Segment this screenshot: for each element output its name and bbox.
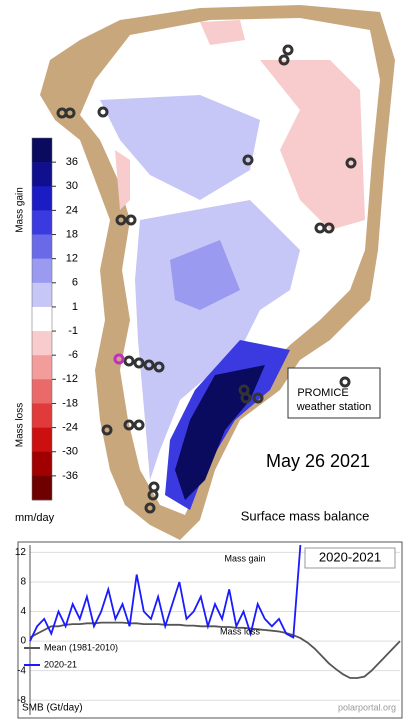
station [115,214,127,226]
colorbar-band [32,306,52,332]
station [123,355,135,367]
colorbar-band [32,162,52,187]
colorbar-band [32,475,52,501]
greenland-map [40,5,395,540]
colorbar-unit: mm/day [15,512,55,524]
y-tick-label: 4 [20,606,26,617]
colorbar-tick-label: -30 [62,446,78,458]
station [147,489,159,501]
colorbar-band [32,282,52,308]
colorbar-gain-label: Mass gain [15,187,26,233]
station [153,361,165,373]
colorbar-tick-label: -24 [62,422,78,434]
colorbar-tick-label: -12 [62,373,78,385]
colorbar-tick-label: 18 [66,228,78,240]
credit: polarportal.org [338,702,396,712]
stations [56,44,357,514]
station [282,44,294,56]
loss-area [115,150,130,210]
station [133,357,145,369]
station [242,154,254,166]
colorbar-tick-label: -6 [68,349,78,361]
legend-box [287,367,381,419]
station [278,54,290,66]
colorbar-band [32,331,52,356]
y-tick-label: 0 [20,636,26,647]
gain-area [100,95,260,200]
colorbar-tick-label: 12 [66,253,78,265]
station [123,419,135,431]
y-axis-label: SMB (Gt/day) [22,703,83,714]
series-line [29,621,401,679]
station [101,424,113,436]
station [133,419,145,431]
colorbar-tick-label: -18 [62,397,78,409]
colorbar-loss-label: Mass loss [15,403,26,447]
y-tick-label: 8 [20,577,26,588]
colorbar-band [32,451,52,477]
chart-title-box [304,547,396,569]
station [240,392,252,404]
chart-frame [17,541,403,719]
station-highlight [113,353,125,365]
station [97,106,109,118]
colorbar-tick-label: 1 [72,301,78,313]
legend-label: 2020-21 [44,659,77,669]
station [323,222,335,234]
station [64,107,76,119]
colorbar-band [32,234,52,259]
y-tick-label: -4 [17,665,26,676]
legend-text: weather station [296,401,372,413]
map-subtitle: Surface mass balance [241,508,370,523]
legend-icon [339,376,351,388]
series-line [29,544,302,642]
y-tick-label: 12 [15,547,27,558]
colorbar-band [32,355,52,380]
colorbar-band [32,186,52,211]
map-title: May 26 2021 [266,451,370,471]
annotation: Mass gain [224,553,265,563]
colorbar-tick-label: 36 [66,156,78,168]
legend-text: PROMICE [297,387,348,399]
chart-title: 2020-2021 [319,549,381,564]
legend-label: Mean (1981-2010) [44,642,118,652]
smb-chart: 12 8 4 0 -4 -8 Mean (1981-2010) 2020-21 [15,544,401,715]
station [125,214,137,226]
station [252,392,264,404]
colorbar-band [32,138,52,163]
colorbar-tick-label: -1 [68,325,78,337]
colorbar-band [32,403,52,428]
station [144,502,156,514]
gain-area [170,240,240,310]
colorbar-band [32,210,52,235]
station [345,157,357,169]
colorbar-tick-label: -36 [62,470,78,482]
colorbar-outline [31,137,53,501]
annotation: Mass loss [220,626,261,636]
colorbar-band [32,258,52,284]
station [143,359,155,371]
colorbar-band [32,379,52,404]
colorbar-tick-label: 24 [66,204,78,216]
colorbar-band [32,427,52,453]
promice-legend: PROMICE weather station [287,367,381,419]
loss-area [200,20,245,45]
y-tick-label: -8 [17,695,26,706]
loss-area [260,60,365,230]
colorbar-tick-label: 30 [66,180,78,192]
colorbar: 36 30 24 18 12 6 1 -1 -6 -12 -18 -24 -30 -36 [31,137,78,501]
colorbar-tick-label: 6 [72,277,78,289]
